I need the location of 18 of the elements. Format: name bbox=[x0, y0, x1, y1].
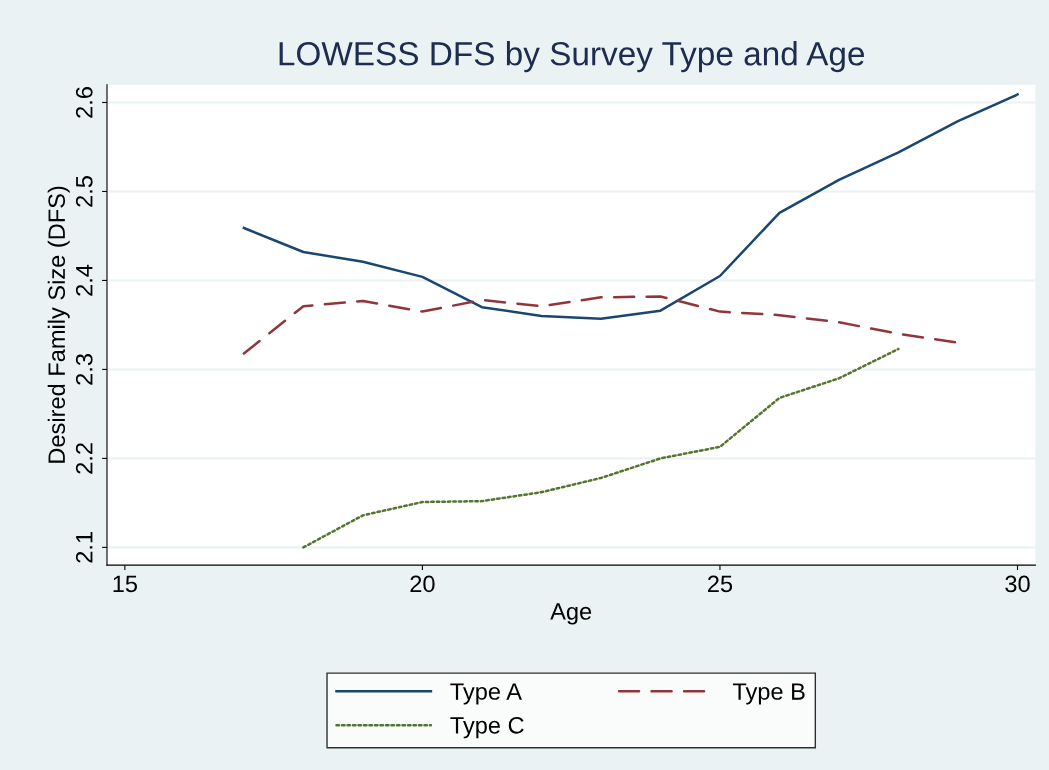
line-series bbox=[242, 93, 1019, 320]
x-tick-label: 15 bbox=[113, 575, 137, 593]
y-tick-label: 2.6 bbox=[75, 87, 93, 118]
x-tick-label: 20 bbox=[410, 575, 435, 593]
y-axis-title: Desired Family Size (DFS) bbox=[47, 186, 70, 463]
legend-label: Type A bbox=[450, 683, 522, 705]
y-tick-label: 2.3 bbox=[75, 354, 93, 385]
line-series bbox=[302, 347, 900, 549]
legend-label: Type B bbox=[732, 683, 805, 705]
chart-title: LOWESS DFS by Survey Type and Age bbox=[279, 41, 864, 73]
x-tick-label: 25 bbox=[708, 575, 733, 593]
x-tick-label: 30 bbox=[1005, 575, 1030, 593]
legend-label: Type C bbox=[450, 716, 524, 739]
y-tick-label: 2.2 bbox=[75, 443, 93, 474]
x-axis-title: Age bbox=[550, 603, 592, 625]
y-tick-label: 2.4 bbox=[75, 264, 93, 296]
y-tick-label: 2.5 bbox=[75, 176, 93, 207]
y-tick-label: 2.1 bbox=[75, 532, 93, 563]
